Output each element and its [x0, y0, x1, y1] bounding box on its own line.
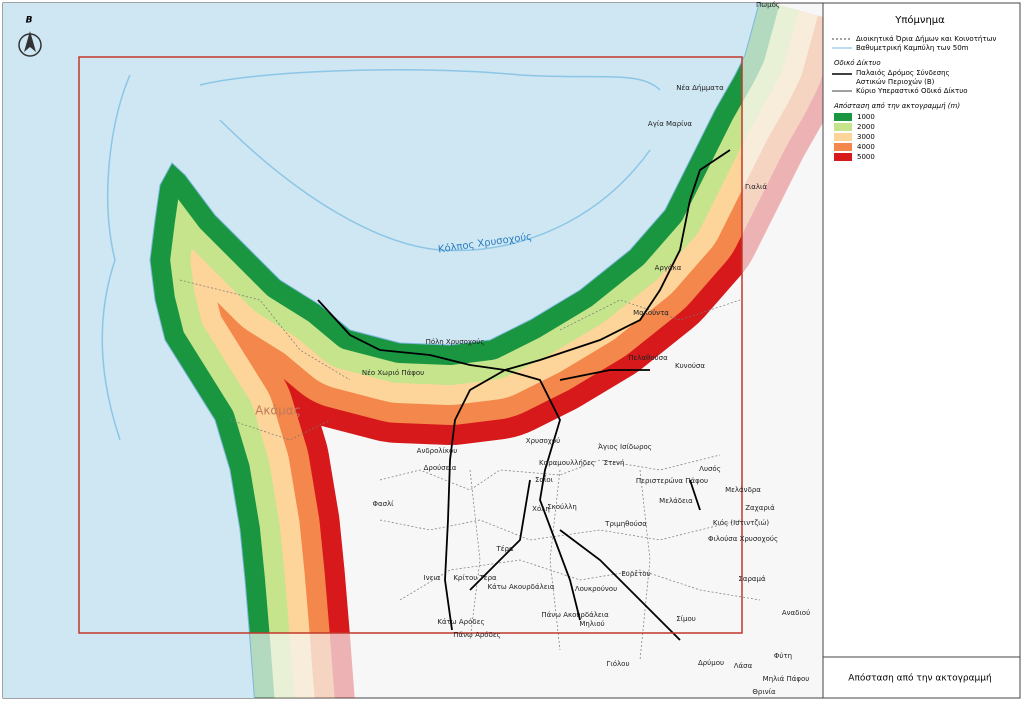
legend-band-label: 3000 — [857, 133, 875, 141]
place-label: Σκούλλη — [547, 503, 577, 511]
place-label: Γιαλιά — [745, 183, 767, 191]
place-label: Κάτω Ακουρδάλεια — [487, 583, 554, 591]
place-label: Λυσός — [699, 465, 721, 473]
place-label: Μηλιά Πάφου — [763, 675, 810, 683]
legend-heading: Οδικό Δίκτυο — [834, 59, 881, 67]
place-label: Λάσα — [734, 662, 753, 670]
place-label: Νέο Χωριό Πάφου — [362, 369, 424, 377]
study-frame — [78, 56, 743, 634]
region-label: Ακάμας — [255, 404, 301, 418]
legend-swatch — [834, 143, 852, 151]
legend-swatch — [834, 153, 852, 161]
place-label: Στενή — [604, 459, 625, 467]
place-label: Σαραμά — [738, 575, 766, 583]
admin-boundaries — [179, 279, 761, 661]
place-label: Καραμουλλήδες — [539, 459, 595, 467]
place-label: Κυνούσα — [675, 362, 705, 370]
place-label: Αναδιού — [782, 609, 810, 617]
place-label: Ευρέτου — [621, 570, 650, 578]
place-label: Σαΐοι — [535, 475, 554, 484]
place-label: Μελάδεια — [659, 497, 693, 505]
north-arrow: Β — [18, 16, 42, 57]
place-label: Μελάνδρα — [725, 486, 761, 494]
place-label: Φασλί — [372, 500, 394, 508]
legend-line-label: Διοικητικά Όρια Δήμων και Κοινοτήτων — [856, 35, 996, 43]
place-label: Πωμός — [756, 1, 780, 9]
legend-panel — [822, 2, 1021, 699]
sea — [3, 3, 760, 698]
legend-footer: Απόσταση από την ακτογραμμή — [848, 673, 991, 684]
place-label: Μακούντα — [633, 309, 669, 317]
place-label: Χόλη — [532, 505, 550, 513]
place-label: Δρύμου — [698, 659, 724, 667]
place-label: Άγιος Ισίδωρος — [598, 443, 652, 451]
place-label: Ζαχαριά — [745, 504, 775, 512]
place-label: Πόλη Χρυσοχούς — [426, 338, 485, 346]
place-labels: Πωμός Νέα Δήμματα Αγία Μαρίνα Γιαλιά Αργάκα Μ… — [362, 1, 810, 696]
legend-band-label: 2000 — [857, 123, 875, 131]
north-label: Β — [26, 16, 33, 26]
legend-road-label: Παλαιός Δρόμος Σύνδεσης — [856, 69, 950, 77]
place-label: Φύτη — [774, 652, 792, 660]
place-label: Φιλούσα Χρυσοχούς — [708, 535, 778, 543]
legend-swatch — [834, 123, 852, 131]
place-label: Θρινία — [752, 688, 776, 696]
legend-title: Υπόμνημα — [894, 14, 945, 26]
legend-band-label: 5000 — [857, 153, 875, 161]
place-label: Δρούσεια — [424, 464, 457, 472]
place-label: Χρυσοχού — [526, 437, 560, 445]
place-label: Σίμου — [676, 615, 696, 623]
place-label: Μηλιού — [579, 620, 604, 628]
legend-bands: 1000 2000 3000 4000 5000 — [834, 113, 875, 161]
place-label: Ινεια — [424, 574, 441, 582]
place-label: Αγία Μαρίνα — [648, 120, 693, 128]
place-label: Ανδρολίκου — [417, 447, 458, 455]
place-label: Κρίτου Τέρα — [453, 574, 497, 582]
place-label: Κάτω Αρόδες — [437, 618, 484, 626]
place-label: Λουκρούνου — [575, 585, 617, 593]
legend-swatch — [834, 113, 852, 121]
place-label: Αργάκα — [655, 264, 682, 272]
roads — [317, 149, 731, 641]
place-label: Γιόλου — [606, 660, 629, 668]
place-label: Πελαθούσα — [628, 354, 668, 362]
legend-road-label: Κύριο Υπεραστικό Οδικό Δίκτυο — [856, 87, 968, 95]
place-label: Τριμηθούσα — [604, 520, 647, 528]
legend-swatch — [834, 133, 852, 141]
place-label: Πάνω Αρόδες — [453, 631, 501, 639]
legend-heading: Απόσταση από την ακτογραμμή (m) — [833, 102, 960, 110]
legend-band-label: 1000 — [857, 113, 875, 121]
legend-road-label: Αστικών Περιοχών (Β) — [856, 78, 935, 86]
place-label: Κιός (Ιστιντζιώ) — [713, 519, 770, 527]
place-label: Τέρα — [495, 545, 514, 553]
legend-line-label: Βαθυμετρική Καμπύλη των 50m — [856, 44, 969, 52]
place-label: Περιστερώνα Πάφου — [636, 477, 708, 485]
place-label: Πάνω Ακουρδάλεια — [541, 611, 609, 619]
place-label: Νέα Δήμματα — [676, 84, 724, 92]
legend-band-label: 4000 — [857, 143, 875, 151]
bathymetric-line — [101, 69, 661, 441]
